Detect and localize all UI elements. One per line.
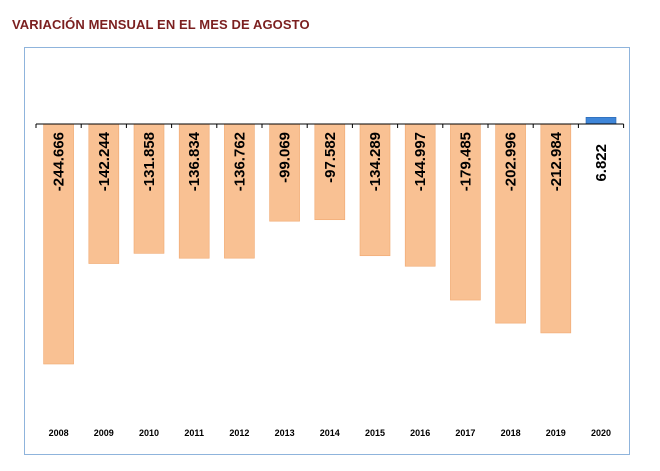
- data-label-2020: 6.822: [593, 144, 610, 182]
- tick-label-2017: 2017: [455, 428, 475, 438]
- bar-2013: [269, 123, 300, 222]
- tick-label-2011: 2011: [184, 428, 204, 438]
- bar-2015: [359, 123, 391, 257]
- tick-label-2018: 2018: [501, 428, 521, 438]
- data-label-2011: -136.834: [186, 131, 203, 191]
- tick-label-2015: 2015: [365, 428, 385, 438]
- tick-label-2016: 2016: [410, 428, 430, 438]
- tick-label-2009: 2009: [94, 428, 114, 438]
- data-label-2015: -134.289: [367, 132, 384, 191]
- tick-label-2012: 2012: [229, 428, 249, 438]
- data-label-2010: -131.858: [141, 132, 158, 191]
- data-label-2017: -179.485: [457, 132, 474, 191]
- bar-2008: [43, 123, 74, 365]
- bar-2014: [314, 123, 346, 221]
- bar-2010: [133, 123, 165, 254]
- data-label-2009: -142.244: [96, 131, 113, 191]
- bar-2009: [88, 123, 120, 264]
- tick-label-2013: 2013: [275, 428, 295, 438]
- data-label-2013: -99.069: [277, 132, 294, 183]
- tick-labels-group: 2008 2009 2010 2011 2012 2013 2014 2015 2016 2017…: [49, 428, 611, 438]
- ticks-group: [35, 124, 625, 128]
- chart-title: VARIACIÓN MENSUAL EN EL MES DE AGOSTO: [12, 17, 310, 32]
- tick-label-2010: 2010: [139, 428, 159, 438]
- tick-label-2008: 2008: [49, 428, 69, 438]
- bar-2019: [540, 123, 572, 334]
- bar-2016: [404, 123, 436, 267]
- data-label-2018: -202.996: [503, 132, 520, 191]
- bar-2017: [450, 123, 481, 301]
- tick-label-2020: 2020: [591, 428, 611, 438]
- bar-2012: [224, 123, 255, 259]
- plot-area-frame: [24, 47, 630, 455]
- bar-2020: [585, 117, 617, 125]
- data-label-2014: -97.582: [322, 132, 339, 183]
- tick-label-2019: 2019: [546, 428, 566, 438]
- data-labels-group: -244.666 -142.244 -131.858 -136.834 -136.762…: [51, 131, 610, 191]
- data-label-2008: -244.666: [51, 132, 68, 191]
- tick-label-2014: 2014: [320, 428, 340, 438]
- data-label-2012: -136.762: [231, 132, 248, 191]
- data-label-2019: -212.984: [548, 131, 565, 191]
- data-label-2016: -144.997: [412, 132, 429, 191]
- bar-2018: [495, 123, 526, 324]
